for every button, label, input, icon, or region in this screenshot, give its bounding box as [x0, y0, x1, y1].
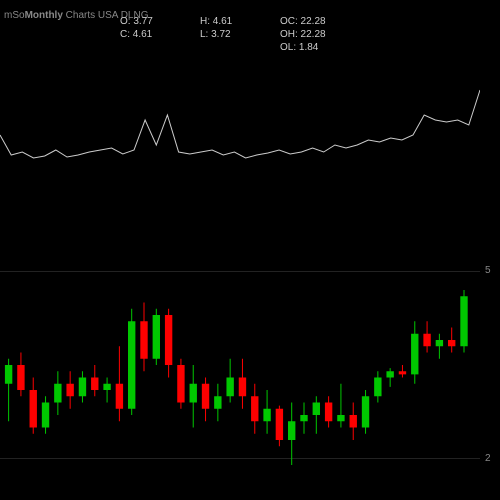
stat-oc: OC: 22.28: [280, 16, 360, 27]
title-bold: Monthly: [25, 10, 63, 21]
stat-ol: OL: 1.84: [280, 42, 360, 53]
stat-empty2: [200, 42, 280, 53]
stat-low: L: 3.72: [200, 29, 280, 40]
candlestick-chart: [0, 240, 480, 490]
title-prefix: mSo: [4, 10, 25, 21]
line-chart: [0, 80, 480, 180]
stat-close: C: 4.61: [120, 29, 200, 40]
stat-oh: OH: 22.28: [280, 29, 360, 40]
axis-label-top: 5: [485, 265, 491, 276]
axis-label-bottom: 2: [485, 453, 491, 464]
stat-empty: [120, 42, 200, 53]
ohlc-stats: O: 3.77 H: 4.61 OC: 22.28 C: 4.61 L: 3.7…: [120, 16, 380, 55]
stat-open: O: 3.77: [120, 16, 200, 27]
stat-high: H: 4.61: [200, 16, 280, 27]
